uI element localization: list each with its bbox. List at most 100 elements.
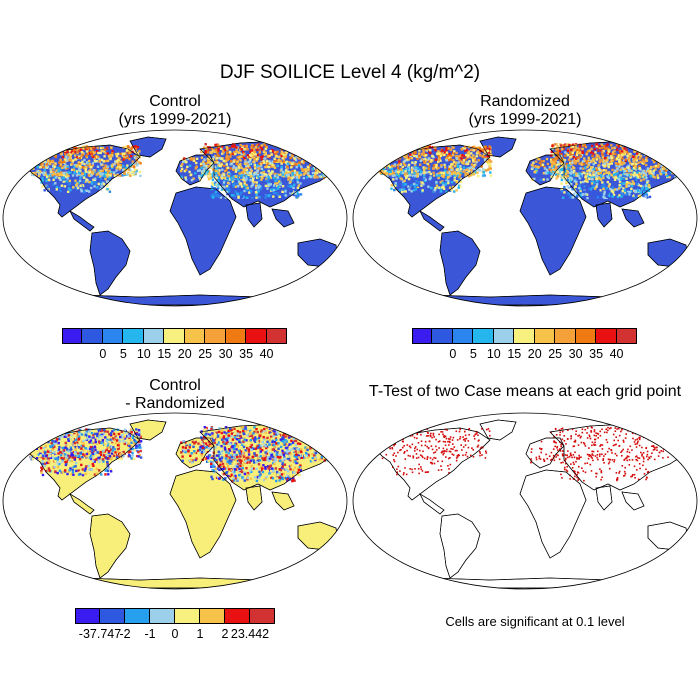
grid-cell: [114, 174, 117, 177]
grid-cell: [220, 177, 224, 180]
grid-cell: [407, 171, 411, 175]
grid-cell: [642, 178, 645, 181]
grid-cell: [545, 168, 549, 172]
grid-cell: [138, 444, 141, 447]
grid-cell: [461, 154, 464, 157]
grid-cell: [314, 442, 318, 445]
grid-cell: [429, 172, 432, 176]
grid-cell: [561, 171, 565, 174]
grid-cell: [426, 147, 430, 151]
grid-cell: [251, 151, 254, 154]
grid-cell: [327, 143, 330, 146]
grid-cell: [449, 174, 452, 177]
grid-cell: [45, 164, 48, 167]
grid-cell: [414, 161, 417, 164]
grid-cell: [71, 159, 75, 162]
grid-cell: [454, 155, 458, 158]
grid-cell: [29, 439, 33, 442]
grid-cell: [449, 189, 452, 192]
grid-cell: [467, 170, 470, 173]
grid-cell: [341, 166, 344, 169]
grid-cell: [424, 154, 427, 157]
grid-cell: [639, 179, 643, 182]
grid-cell: [243, 182, 246, 185]
grid-cell: [460, 161, 464, 164]
grid-cell: [106, 165, 109, 168]
grid-cell: [63, 429, 66, 433]
grid-cell: [627, 157, 630, 160]
grid-cell: [570, 155, 573, 158]
grid-cell: [38, 440, 41, 443]
grid-cell: [603, 162, 606, 165]
grid-cell: [603, 164, 606, 168]
grid-cell: [64, 469, 67, 472]
grid-cell: [429, 149, 432, 152]
grid-cell: [623, 153, 626, 156]
grid-cell: [650, 165, 653, 169]
grid-cell: [114, 451, 117, 454]
grid-cell: [104, 152, 107, 155]
grid-cell: [225, 155, 229, 158]
grid-cell: [670, 163, 674, 167]
grid-cell: [87, 437, 91, 440]
grid-cell: [552, 164, 555, 167]
grid-cell: [51, 148, 54, 151]
grid-cell: [37, 430, 41, 433]
grid-cell: [552, 160, 556, 163]
grid-cell: [400, 190, 404, 194]
grid-cell: [260, 155, 263, 159]
grid-cell: [435, 164, 438, 167]
grid-cell: [445, 156, 448, 159]
grid-cell: [641, 161, 644, 164]
grid-cell: [196, 169, 200, 172]
grid-cell: [610, 173, 613, 177]
grid-cell: [195, 165, 198, 169]
grid-cell: [629, 176, 632, 179]
grid-cell: [68, 469, 71, 472]
grid-cell: [114, 441, 118, 445]
grid-cell: [275, 178, 279, 181]
grid-cell: [217, 145, 220, 148]
grid-cell: [403, 156, 406, 159]
grid-cell: [294, 163, 297, 166]
grid-cell: [96, 451, 99, 454]
grid-cell: [431, 187, 434, 190]
grid-cell: [42, 173, 45, 176]
grid-cell: [286, 165, 289, 168]
grid-cell: [337, 176, 340, 179]
grid-cell: [300, 148, 304, 151]
grid-cell: [653, 176, 657, 179]
grid-cell: [694, 164, 697, 167]
grid-cell: [613, 178, 617, 181]
grid-cell: [566, 174, 569, 178]
grid-cell: [243, 168, 247, 171]
grid-cell: [309, 148, 313, 151]
grid-cell: [246, 156, 250, 159]
grid-cell: [53, 176, 56, 179]
grid-cell: [601, 151, 604, 154]
grid-cell: [137, 440, 141, 443]
panel-title-line1: Randomized: [480, 93, 570, 110]
grid-cell: [488, 163, 492, 166]
grid-cell: [615, 170, 619, 173]
grid-cell: [210, 173, 214, 176]
grid-cell: [123, 436, 126, 439]
grid-cell: [687, 151, 690, 154]
grid-cell: [234, 170, 238, 173]
grid-cell: [403, 179, 406, 182]
grid-cell: [389, 145, 392, 149]
grid-cell: [83, 158, 86, 162]
grid-cell: [387, 170, 390, 173]
grid-cell: [290, 144, 293, 148]
grid-cell: [682, 164, 685, 167]
grid-cell: [218, 194, 221, 197]
grid-cell: [442, 175, 445, 179]
grid-cell: [442, 153, 445, 157]
grid-cell: [235, 146, 238, 149]
grid-cell: [302, 176, 305, 180]
grid-cell: [265, 164, 268, 167]
grid-cell: [266, 180, 270, 183]
grid-cell: [131, 454, 135, 457]
grid-cell: [49, 170, 53, 173]
grid-cell: [573, 167, 576, 170]
